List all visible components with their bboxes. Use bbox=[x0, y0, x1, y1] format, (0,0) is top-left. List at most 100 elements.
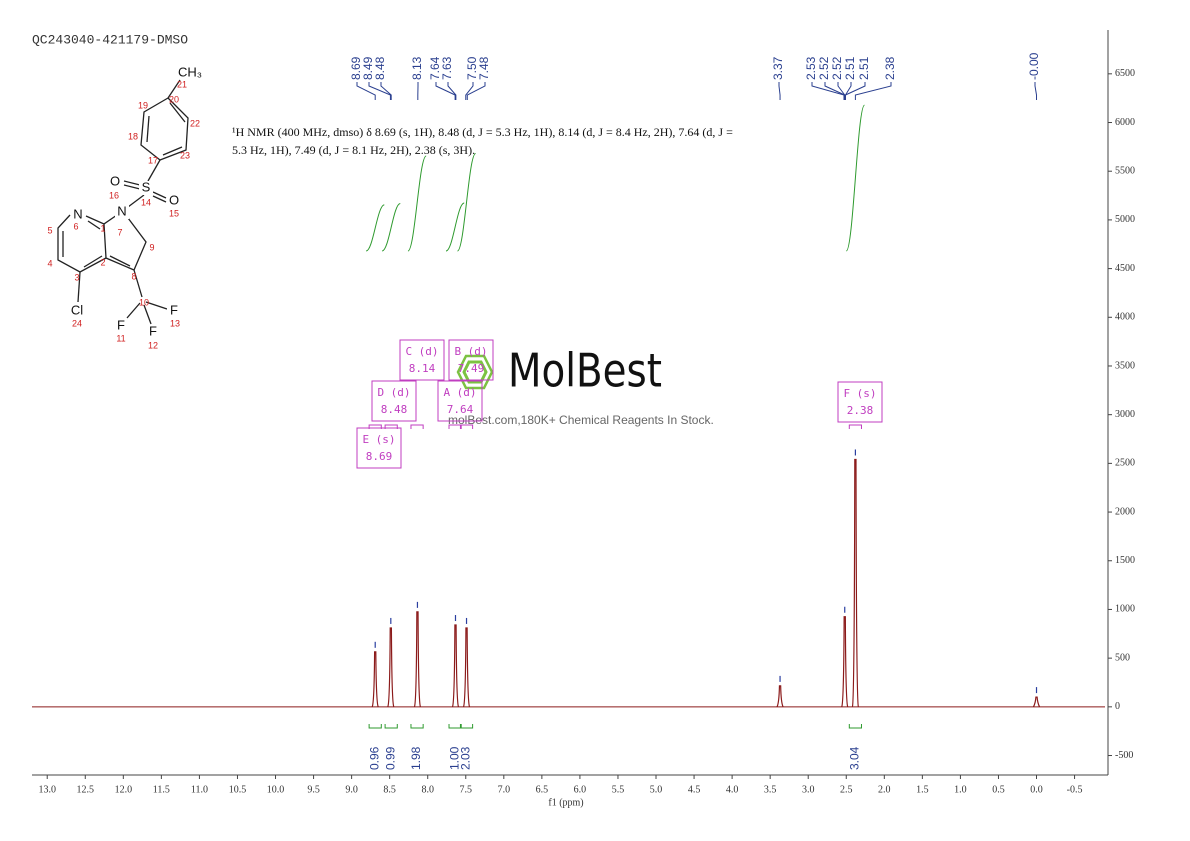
multiplet-range bbox=[368, 424, 382, 429]
multiplet-label: B (d) bbox=[454, 345, 487, 358]
peak-leader bbox=[837, 82, 846, 100]
x-tick-label: 10.5 bbox=[229, 784, 247, 795]
integral-curve bbox=[407, 155, 427, 252]
atom-number: 22 bbox=[190, 118, 200, 128]
integral-curve bbox=[845, 104, 865, 252]
multiplet-label: A (d) bbox=[443, 386, 476, 399]
atom-number: 17 bbox=[148, 155, 158, 165]
atom-number: 8 bbox=[131, 271, 136, 281]
atom-label: O bbox=[169, 192, 179, 207]
multiplet-shift: 7.49 bbox=[458, 362, 485, 375]
peak-leader bbox=[466, 82, 486, 100]
x-tick-label: 5.0 bbox=[650, 784, 663, 795]
integral-label: 1.98 bbox=[409, 746, 423, 770]
x-tick-label: 10.0 bbox=[267, 784, 285, 795]
peak-label: 3.37 bbox=[771, 56, 785, 80]
peak-label: 2.51 bbox=[857, 56, 871, 80]
peak-label: 7.64 bbox=[428, 56, 442, 80]
chart-title: QC243040-421179-DMSO bbox=[32, 32, 188, 47]
peak-leader bbox=[854, 82, 892, 100]
atom-label: S bbox=[142, 179, 151, 194]
peak-label: 2.38 bbox=[883, 56, 897, 80]
integral-label: 0.99 bbox=[383, 746, 397, 770]
integral-curve bbox=[365, 204, 385, 252]
atom-number: 9 bbox=[149, 242, 154, 252]
atom-background bbox=[167, 304, 181, 318]
y-tick-label: 5500 bbox=[1115, 166, 1135, 177]
multiplet-label: C (d) bbox=[405, 345, 438, 358]
peak-label: 8.69 bbox=[349, 56, 363, 80]
peak bbox=[451, 624, 460, 708]
atom-number: 14 bbox=[141, 197, 151, 207]
atom-number: 11 bbox=[116, 333, 125, 343]
x-tick-label: 0.0 bbox=[1030, 784, 1043, 795]
atom-background bbox=[71, 208, 85, 222]
x-tick-label: 13.0 bbox=[38, 784, 56, 795]
peak-label: 7.48 bbox=[477, 56, 491, 80]
description: ¹H NMR (400 MHz, dmso) δ 8.69 (s, 1H), 8… bbox=[232, 125, 733, 139]
multiplet-range bbox=[410, 424, 424, 429]
atom-number: 3 bbox=[74, 272, 79, 282]
x-tick-label: 6.5 bbox=[536, 784, 549, 795]
atom-label: F bbox=[149, 323, 157, 338]
x-tick-label: 3.5 bbox=[764, 784, 777, 795]
integral-bracket bbox=[848, 724, 862, 729]
y-tick-label: 4000 bbox=[1115, 312, 1135, 323]
peak-label: 7.63 bbox=[440, 56, 454, 80]
peak-leader bbox=[811, 82, 845, 100]
multiplet-shift: 8.48 bbox=[381, 403, 408, 416]
multiplet-shift: 8.69 bbox=[366, 450, 393, 463]
atom-number: 23 bbox=[180, 150, 190, 160]
atom-number: 13 bbox=[170, 318, 180, 328]
multiplet-box bbox=[371, 380, 417, 422]
peak bbox=[387, 627, 395, 708]
peak-leader bbox=[845, 82, 866, 100]
x-tick-label: 0.5 bbox=[992, 784, 1005, 795]
atom-number: 18 bbox=[128, 131, 138, 141]
atom-background bbox=[146, 325, 160, 339]
y-tick-label: 5000 bbox=[1115, 214, 1135, 225]
multiplet-box bbox=[437, 380, 483, 422]
peak-label: 2.52 bbox=[817, 56, 831, 80]
x-tick-label: 11.0 bbox=[191, 784, 208, 795]
multiplet-shift: 7.64 bbox=[447, 403, 474, 416]
x-tick-label: 5.5 bbox=[612, 784, 625, 795]
peak bbox=[413, 611, 422, 708]
watermark-brand: MolBest bbox=[508, 344, 662, 398]
peak-leader bbox=[465, 82, 474, 100]
peak-leader bbox=[778, 82, 781, 100]
atom-number: 10 bbox=[139, 297, 149, 307]
x-tick-label: 2.0 bbox=[878, 784, 891, 795]
y-tick-label: 1000 bbox=[1115, 604, 1135, 615]
y-tick-label: 0 bbox=[1115, 701, 1120, 712]
x-tick-label: 8.0 bbox=[421, 784, 434, 795]
x-tick-label: 4.5 bbox=[688, 784, 701, 795]
atom-number: 4 bbox=[47, 258, 52, 268]
x-tick-label: 12.0 bbox=[115, 784, 133, 795]
multiplet-label: E (s) bbox=[362, 433, 395, 446]
peak-label: 2.52 bbox=[830, 56, 844, 80]
integral-label: 3.04 bbox=[848, 746, 862, 770]
x-tick-label: 12.5 bbox=[77, 784, 95, 795]
x-tick-label: 3.0 bbox=[802, 784, 815, 795]
atom-background bbox=[108, 175, 122, 189]
molecule-bonds bbox=[57, 79, 189, 325]
peak-leader bbox=[447, 82, 457, 100]
multiplet-box bbox=[356, 427, 402, 469]
x-axis-label: f1 (ppm) bbox=[548, 797, 583, 808]
integral-curve bbox=[381, 202, 401, 252]
peak bbox=[462, 627, 471, 708]
multiplet-range bbox=[459, 424, 474, 429]
integral-bracket bbox=[368, 724, 382, 729]
x-tick-label: 1.0 bbox=[954, 784, 967, 795]
x-tick-label: 7.5 bbox=[460, 784, 473, 795]
atom-label: F bbox=[170, 302, 178, 317]
x-tick-label: 9.5 bbox=[307, 784, 320, 795]
atom-background bbox=[115, 205, 129, 219]
integral-bracket bbox=[410, 724, 424, 729]
integral-label: 0.96 bbox=[367, 746, 381, 770]
x-tick-label: 11.5 bbox=[153, 784, 170, 795]
x-tick-label: 4.0 bbox=[726, 784, 739, 795]
